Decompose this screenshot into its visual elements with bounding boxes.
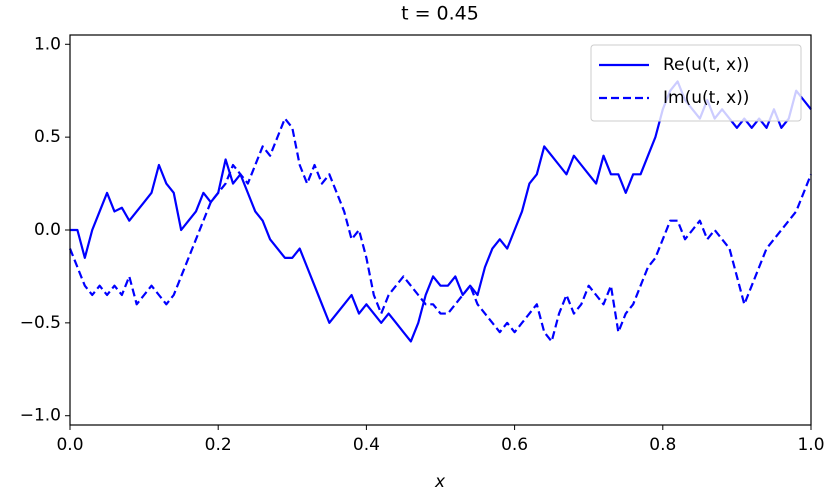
x-tick-label: 0.8 — [649, 435, 676, 455]
y-tick-label: 1.0 — [34, 34, 61, 54]
legend-label: Im(u(t, x)) — [663, 88, 749, 108]
x-tick-label: 0.6 — [501, 435, 528, 455]
series-line — [68, 117, 813, 343]
legend: Re(u(t, x)) Im(u(t, x)) — [590, 44, 802, 122]
axes-frame — [69, 34, 812, 426]
x-axis-label: x — [434, 472, 446, 492]
x-tick-label: 0.4 — [353, 435, 380, 455]
chart-title: t = 0.45 — [401, 3, 479, 25]
x-tick-label: 0.0 — [56, 435, 83, 455]
legend-label: Re(u(t, x)) — [663, 55, 749, 75]
y-tick-label: −0.5 — [20, 313, 61, 333]
y-tick-label: −1.0 — [20, 406, 61, 426]
x-tick-label: 1.0 — [797, 435, 824, 455]
x-tick-label: 0.2 — [205, 435, 232, 455]
y-tick-label: 0.0 — [34, 220, 61, 240]
y-tick-label: 0.5 — [34, 127, 61, 147]
